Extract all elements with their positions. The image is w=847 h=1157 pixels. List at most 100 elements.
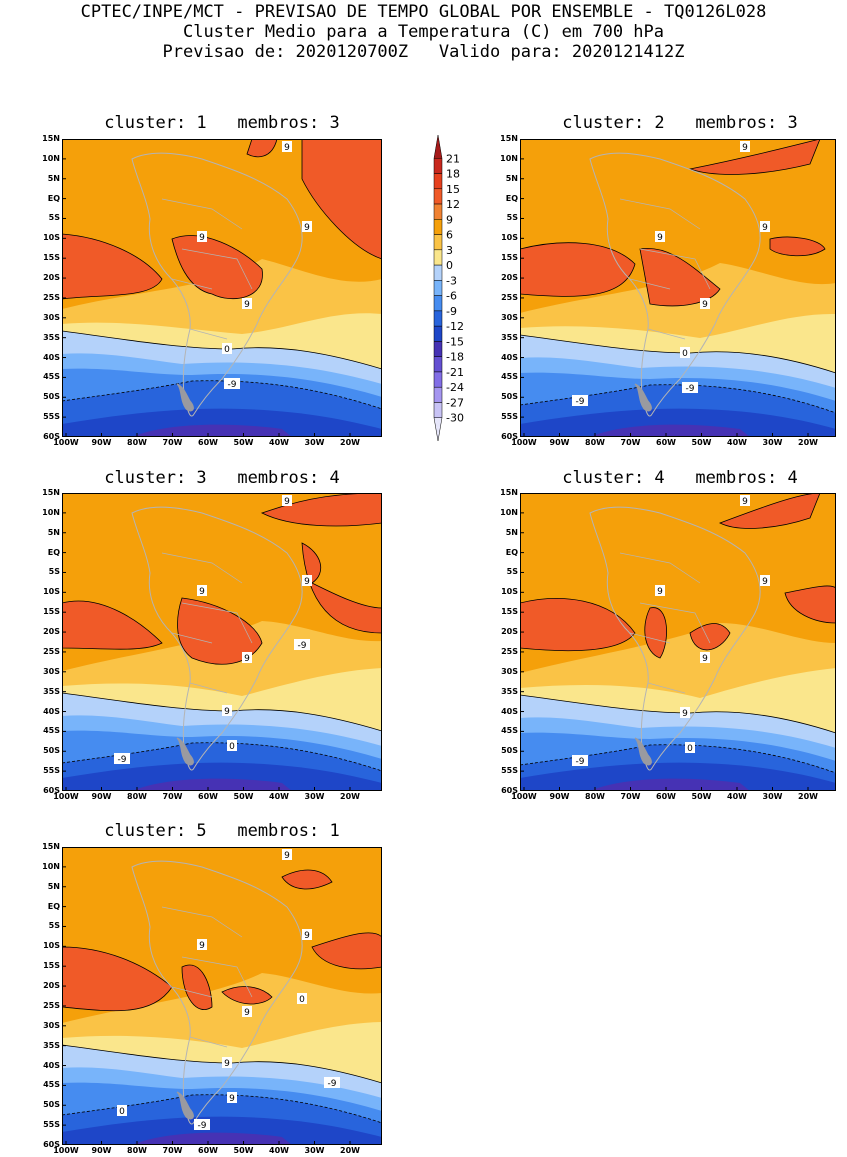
svg-text:9: 9 (244, 654, 250, 664)
lon-tick-label: 80W (585, 792, 605, 801)
svg-text:-9: -9 (198, 1121, 207, 1131)
contour-label: -9 (194, 1119, 210, 1131)
svg-text:9: 9 (657, 233, 663, 243)
lon-tick-label: 70W (162, 1146, 183, 1155)
lon-tick-label: 50W (233, 1146, 254, 1155)
lat-tick-label: 55S (43, 412, 60, 422)
svg-text:9: 9 (284, 143, 290, 153)
lon-tick-label: 40W (727, 792, 747, 801)
lat-tick-label: 20S (501, 627, 518, 637)
colorbar-swatch (433, 249, 443, 266)
contour-label: 0 (685, 742, 695, 754)
lon-tick-label: 40W (727, 438, 747, 447)
svg-text:-9: -9 (298, 641, 307, 651)
lat-tick-label: 10S (501, 233, 518, 243)
lat-tick-label: 50S (43, 746, 60, 756)
contour-label: 9 (740, 141, 750, 153)
contour-label: 9 (655, 585, 665, 597)
svg-text:9: 9 (742, 143, 748, 153)
lat-tick-label: 10N (42, 153, 60, 163)
svg-text:9: 9 (224, 1059, 230, 1069)
panel-4-title: cluster: 4 membros: 4 (562, 468, 798, 488)
lon-tick-label: 20W (340, 438, 360, 447)
colorbar-swatch (433, 386, 443, 403)
lat-tick-label: EQ (47, 547, 60, 557)
colorbar-label: -27 (446, 396, 464, 409)
map-panel-cluster-3: 9 9 9 9 9 0 -9 -9 (62, 493, 382, 791)
svg-text:-9: -9 (228, 380, 237, 390)
map-panel-cluster-1: 9 9 9 9 0 -9 (62, 139, 382, 437)
svg-text:0: 0 (229, 742, 235, 752)
warm-region-4 (769, 236, 826, 257)
svg-text:9: 9 (702, 654, 708, 664)
colorbar-swatch (433, 173, 443, 190)
warm-region-4 (281, 869, 333, 890)
lon-tick-label: 60W (198, 792, 218, 801)
lat-tick-label: 25S (43, 292, 60, 302)
lon-tick-label: 50W (233, 438, 254, 447)
lon-tick-label: 60W (656, 792, 676, 801)
colorbar-svg: 21 18 15 12 9 6 3 0 -3 -6 -9 -12 -15 -18 -21 -24 -27 -30 (433, 134, 464, 442)
colorbar-label: -21 (446, 366, 464, 379)
svg-text:0: 0 (299, 995, 305, 1005)
lat-tick-label: 5N (47, 527, 60, 537)
lat-tick-label: 10N (500, 153, 518, 163)
colorbar-swatch (433, 264, 443, 281)
lon-tick-label: 50W (691, 792, 712, 801)
lat-tick-label: 35S (43, 686, 60, 696)
svg-text:0: 0 (119, 1107, 125, 1117)
lat-tick-label: 45S (501, 372, 518, 382)
contour-label: 9 (242, 652, 252, 664)
lat-tick-label: EQ (505, 193, 518, 203)
lat-tick-label: 55S (501, 412, 518, 422)
lon-tick-label: 100W (53, 438, 79, 447)
lon-tick-label: 70W (162, 438, 183, 447)
svg-text:0: 0 (682, 349, 688, 359)
lat-tick-label: 35S (43, 332, 60, 342)
contour-label: 9 (655, 231, 665, 243)
lon-tick-label: 90W (549, 792, 570, 801)
lon-tick-label: 50W (691, 438, 712, 447)
colorbar-label: -18 (446, 351, 464, 364)
lat-tick-label: 55S (501, 766, 518, 776)
map-svg: 9 9 9 9 9 9 0 0 -9 -9 (62, 847, 382, 1145)
warm-region-2 (644, 607, 667, 659)
warm-region-2 (177, 597, 263, 665)
lat-tick-label: 55S (43, 1120, 60, 1130)
colorbar-swatch (433, 325, 443, 342)
lat-tick-label: 30S (43, 312, 60, 322)
svg-text:9: 9 (284, 851, 290, 861)
lat-tick-label: 15N (42, 842, 60, 851)
contour-label: 9 (197, 585, 207, 597)
lon-tick-label: 40W (269, 438, 289, 447)
svg-text:9: 9 (199, 233, 205, 243)
svg-text:9: 9 (244, 1008, 250, 1018)
contour-label: 9 (282, 495, 292, 507)
colorbar-label: -6 (446, 290, 457, 303)
contour-label: 9 (197, 939, 207, 951)
colorbar-swatch (433, 356, 443, 373)
svg-text:9: 9 (304, 931, 310, 941)
lat-tick-label: 5N (505, 173, 518, 183)
lon-tick-label: 70W (162, 792, 183, 801)
lon-tick-label: 100W (53, 792, 79, 801)
contour-label: 0 (222, 343, 232, 355)
contour-label: 9 (197, 231, 207, 243)
svg-text:0: 0 (224, 345, 230, 355)
svg-text:-9: -9 (686, 384, 695, 394)
south-america-outline (589, 506, 761, 771)
lat-tick-label: 60S (501, 786, 518, 795)
colorbar-label: -9 (446, 305, 457, 318)
panel-5-title: cluster: 5 membros: 1 (104, 821, 340, 841)
lat-tick-label: 40S (43, 706, 60, 716)
lon-tick-label: 80W (127, 1146, 147, 1155)
lat-tick-label: 15N (42, 488, 60, 497)
lon-tick-label: 70W (620, 438, 641, 447)
lon-tick-label: 20W (798, 792, 818, 801)
lat-tick-label: 10N (42, 507, 60, 517)
svg-text:9: 9 (244, 300, 250, 310)
warm-region-5 (784, 585, 836, 624)
contour-label: 0 (680, 347, 690, 359)
lat-tick-label: 5N (47, 173, 60, 183)
contour-label: 9 (700, 652, 710, 664)
